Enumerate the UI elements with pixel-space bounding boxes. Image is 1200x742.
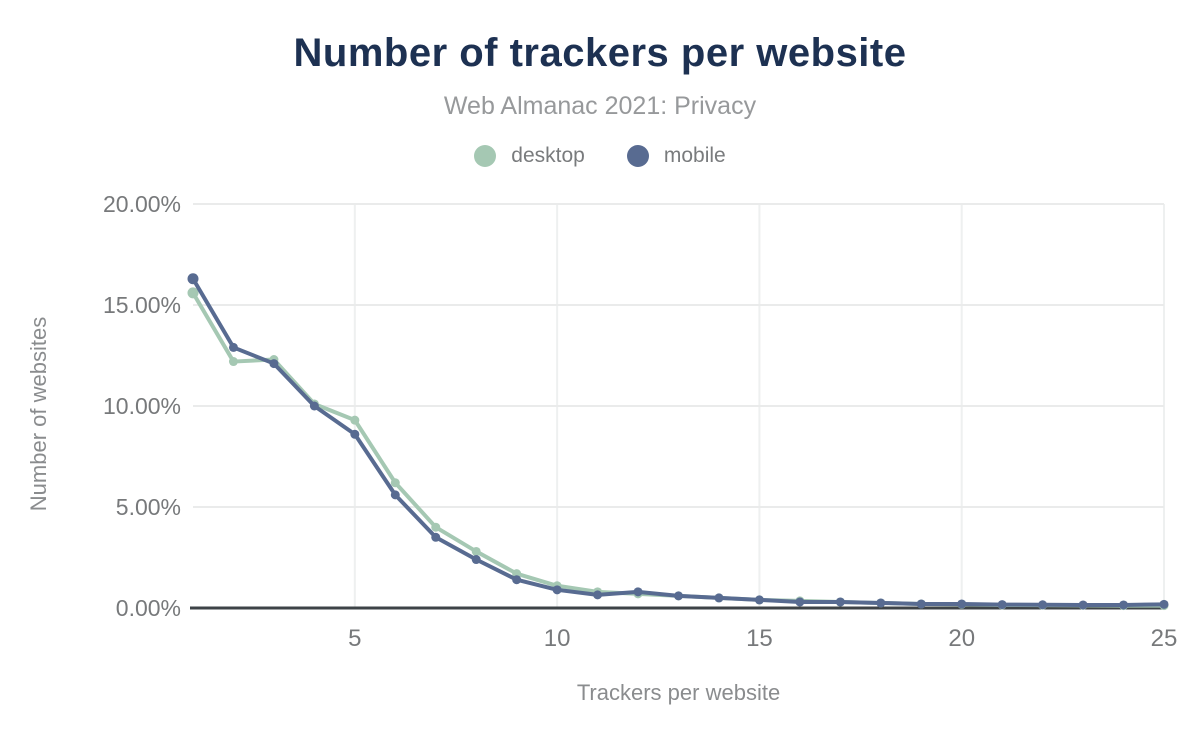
mobile-point	[674, 591, 683, 601]
legend-label-desktop: desktop	[511, 144, 585, 167]
mobile-point	[916, 599, 926, 609]
desktop-point	[471, 546, 481, 556]
mobile-point	[876, 598, 886, 608]
mobile-point	[633, 587, 643, 597]
mobile-point	[350, 429, 360, 439]
mobile-point	[552, 585, 562, 595]
chart-title: Number of trackers per website	[293, 31, 907, 75]
legend-item-desktop: desktop	[474, 144, 585, 168]
desktop-point	[350, 415, 360, 425]
mobile-point	[471, 555, 481, 565]
y-axis-title: Number of websites	[26, 317, 51, 511]
mobile-point	[754, 595, 764, 605]
chart-subtitle: Web Almanac 2021: Privacy	[443, 92, 757, 120]
desktop-point	[187, 287, 199, 299]
mobile-point	[309, 401, 319, 411]
y-tick-label: 5.00%	[116, 494, 181, 520]
mobile-point	[390, 490, 400, 500]
mobile-point	[593, 590, 603, 600]
mobile-point	[431, 532, 441, 542]
x-tick-label: 10	[544, 625, 571, 652]
mobile-point	[795, 597, 805, 607]
mobile-point	[957, 599, 967, 609]
mobile-line	[191, 276, 1166, 607]
mobile-point	[835, 597, 845, 607]
mobile-point	[1078, 600, 1088, 610]
mobile-point	[512, 575, 522, 585]
mobile-point	[1159, 599, 1169, 609]
desktop-point	[228, 357, 238, 367]
legend-item-mobile: mobile	[626, 144, 726, 168]
legend-label-mobile: mobile	[663, 144, 726, 167]
mobile-point	[1119, 600, 1129, 610]
mobile-point	[997, 600, 1007, 610]
x-tick-label: 15	[746, 625, 773, 652]
y-tick-label: 10.00%	[103, 393, 181, 419]
y-tick-label: 0.00%	[116, 595, 181, 621]
x-tick-label: 20	[948, 625, 975, 652]
desktop-point	[431, 522, 441, 532]
mobile-point	[187, 273, 199, 285]
legend: desktop mobile	[0, 144, 1200, 168]
mobile-point	[228, 342, 238, 352]
y-tick-label: 20.00%	[103, 191, 181, 217]
desktop-point	[390, 478, 400, 488]
desktop-legend-dot-icon	[474, 145, 497, 167]
x-axis-title: Trackers per website	[577, 680, 780, 705]
x-tick-label: 5	[348, 625, 361, 652]
mobile-point	[1038, 600, 1048, 610]
x-tick-label: 25	[1151, 625, 1178, 652]
mobile-point	[269, 359, 279, 369]
mobile-point	[714, 593, 724, 603]
desktop-line	[191, 290, 1166, 608]
mobile-legend-dot-icon	[626, 145, 649, 167]
y-tick-label: 15.00%	[103, 292, 181, 318]
